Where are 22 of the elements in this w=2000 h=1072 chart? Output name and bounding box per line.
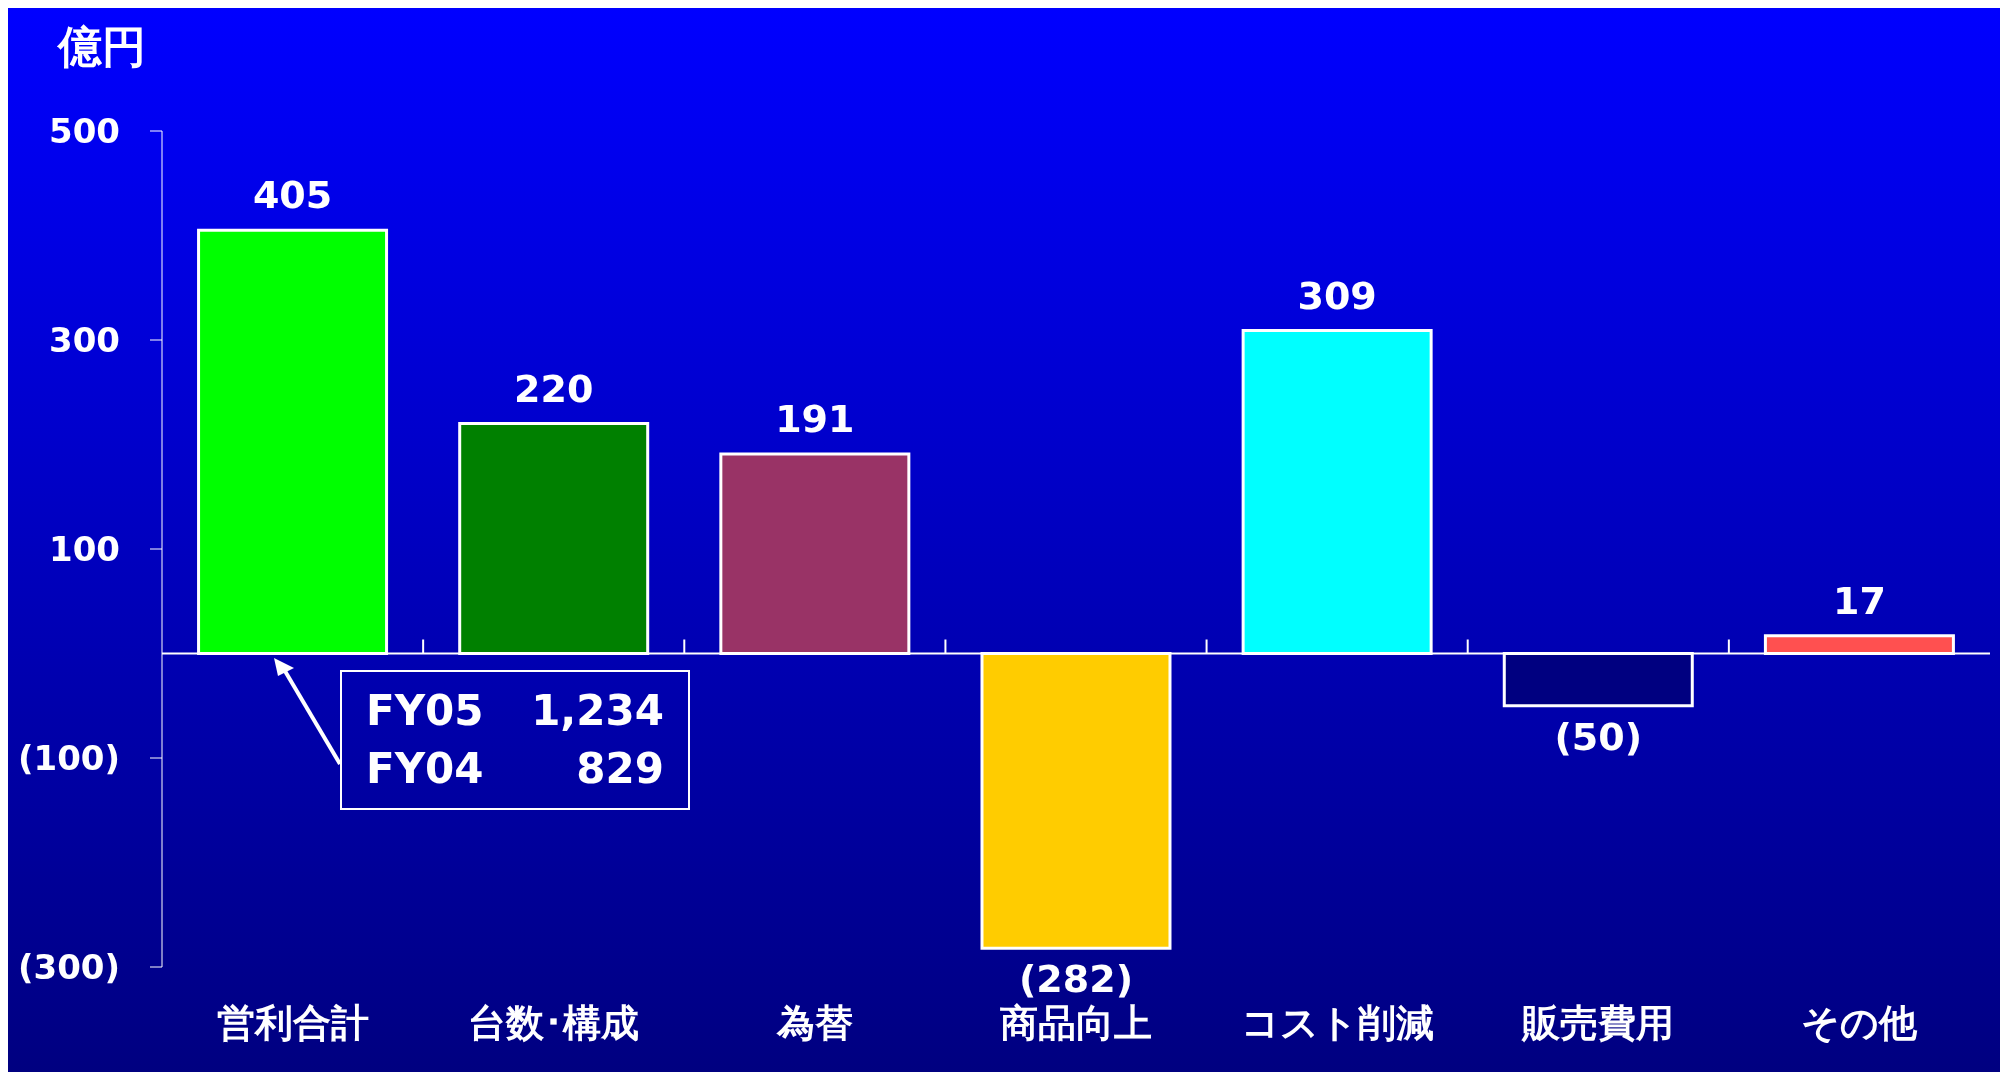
x-tick-label: その他: [1801, 1000, 1919, 1045]
data-label: 405: [252, 173, 333, 218]
x-tick-label: 営利合計: [216, 1000, 369, 1045]
x-tick-label: 商品向上: [1000, 1000, 1152, 1045]
y-tick-label: (100): [17, 738, 120, 779]
data-label: 17: [1832, 578, 1886, 623]
text: FY04 829: [366, 743, 664, 793]
y-axis-title: 億円: [58, 20, 146, 74]
y-tick-label: 100: [49, 529, 120, 570]
y-tick-label: 500: [49, 111, 120, 152]
data-label: 191: [775, 396, 855, 441]
x-tick-label: 販売費用: [1521, 1000, 1675, 1045]
data-label: 220: [514, 366, 594, 411]
data-label: (50): [1554, 714, 1643, 759]
x-tick-label: 為替: [775, 1000, 853, 1045]
y-tick-label: 300: [49, 320, 120, 361]
annotation: FY05 1,234: [366, 684, 664, 737]
y-tick-label: (300): [17, 947, 120, 988]
x-tick-label: コスト削減: [1240, 1000, 1434, 1045]
x-tick-label: 台数･構成: [468, 1000, 640, 1045]
data-label: 309: [1297, 273, 1377, 318]
data-label: (282): [1018, 957, 1134, 1002]
